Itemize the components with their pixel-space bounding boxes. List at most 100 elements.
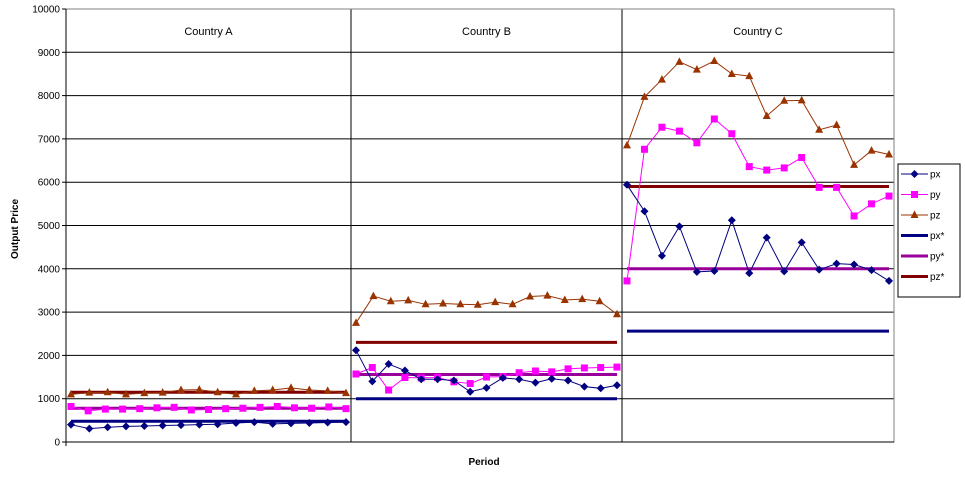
px-line	[70, 421, 347, 430]
px-point	[466, 387, 475, 396]
px-point	[745, 269, 754, 278]
py-point	[119, 405, 127, 413]
py-point	[745, 163, 753, 171]
pz-point	[578, 294, 587, 303]
py-point	[401, 373, 409, 381]
pz-point	[640, 92, 649, 100]
py-line	[626, 118, 890, 281]
py-point	[597, 364, 605, 372]
py-point	[368, 364, 376, 372]
pz-point	[177, 385, 185, 394]
pz-point	[85, 388, 94, 396]
pz-point	[910, 210, 919, 218]
px-point	[547, 374, 556, 383]
legend-item-py-star: py*	[901, 252, 945, 263]
panel-country-a-series	[67, 383, 350, 433]
px-point	[384, 360, 393, 369]
py-point	[222, 405, 230, 413]
y-tick-label: 3000	[38, 308, 61, 319]
pz-point	[745, 71, 754, 80]
pz-point	[195, 385, 204, 393]
px-point	[596, 384, 605, 393]
panel-label: Country C	[733, 26, 783, 38]
px-point	[122, 422, 130, 431]
py-point	[84, 407, 92, 415]
py-point	[815, 183, 823, 191]
py-point	[483, 373, 490, 381]
px-point	[531, 378, 540, 387]
py-point	[170, 403, 178, 411]
x-axis-title: Period	[468, 457, 499, 468]
pz-point	[797, 95, 806, 104]
py-point	[136, 405, 144, 413]
pz-point	[560, 295, 569, 303]
px-point	[305, 418, 314, 427]
px-point	[580, 382, 589, 391]
pz-point	[692, 65, 701, 73]
py-point	[273, 402, 281, 410]
panel-country-b-series	[352, 291, 621, 401]
py-point	[352, 370, 360, 378]
px-point	[368, 377, 377, 386]
pz-point	[404, 295, 413, 304]
pz-point	[250, 386, 259, 394]
pz-point	[386, 296, 395, 305]
px-point	[287, 419, 295, 428]
py-point	[885, 192, 893, 200]
py-point	[833, 183, 841, 191]
y-tick-label: 5000	[38, 221, 61, 232]
px-point	[564, 376, 573, 385]
pz-point	[657, 75, 666, 83]
px-point	[885, 276, 893, 285]
py-point	[763, 166, 771, 174]
px-point	[85, 424, 94, 433]
y-tick-label: 1000	[38, 394, 61, 405]
pz-point	[623, 140, 631, 149]
pz-point	[67, 389, 75, 398]
py-point	[342, 405, 350, 413]
pz-point	[815, 125, 824, 133]
y-tick-label: 10000	[32, 5, 60, 16]
py-point	[515, 369, 523, 377]
py-point	[623, 277, 631, 285]
pz-point	[885, 149, 893, 158]
legend-label: py	[930, 190, 941, 201]
y-tick-label: 2000	[38, 351, 61, 362]
legend-item-py: py	[901, 190, 941, 201]
pz-point	[369, 291, 378, 300]
series-layer	[67, 56, 893, 433]
pz-point	[543, 291, 552, 299]
pz-point	[287, 383, 295, 391]
px-point	[400, 366, 409, 375]
py-point	[693, 139, 701, 147]
legend-item-pz-star: pz*	[901, 272, 945, 283]
py-point	[710, 115, 718, 123]
py-point	[798, 154, 806, 162]
px-point	[342, 418, 350, 427]
pz-point	[710, 56, 719, 64]
py-point	[658, 123, 666, 131]
px-point	[482, 383, 491, 392]
pz-point	[850, 160, 859, 168]
pz-point	[352, 318, 360, 326]
pz-point	[508, 299, 517, 308]
pz-point	[342, 388, 350, 397]
py-point	[531, 367, 539, 375]
py-point	[205, 406, 212, 414]
px-point	[449, 376, 458, 385]
px-point	[780, 267, 789, 276]
y-tick-label: 7000	[38, 134, 61, 145]
pz-point	[439, 298, 447, 307]
px-point	[815, 265, 824, 274]
py-point	[850, 212, 858, 220]
py-point	[187, 406, 195, 414]
py-point	[675, 127, 683, 135]
px-point	[727, 216, 736, 225]
py-point	[239, 404, 247, 412]
pz-point	[421, 299, 430, 308]
px-point	[417, 375, 426, 384]
y-axis-ticks: 0 1000 2000 3000 4000 5000 6000 7000 8000 9000 100…	[32, 5, 66, 449]
py-point	[256, 403, 264, 411]
